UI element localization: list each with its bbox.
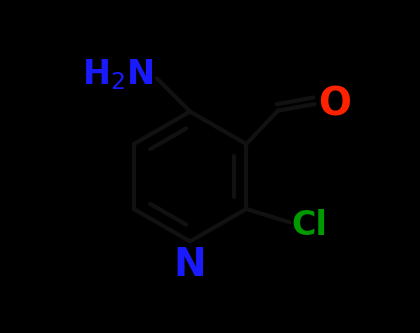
Text: O: O bbox=[318, 85, 352, 123]
Text: H$_2$N: H$_2$N bbox=[82, 58, 153, 92]
Text: Cl: Cl bbox=[291, 209, 327, 242]
Text: N: N bbox=[174, 246, 206, 284]
